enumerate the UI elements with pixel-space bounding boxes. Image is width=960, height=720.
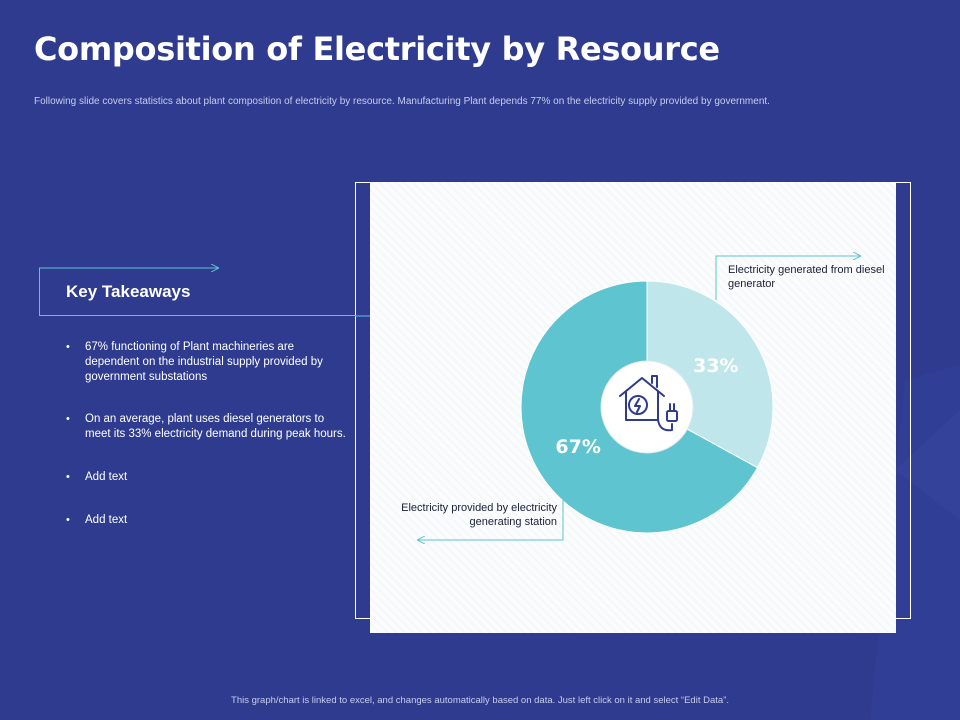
pie-slice-label-0: 33% <box>693 355 738 377</box>
takeaway-item: 67% functioning of Plant machineries are… <box>66 340 346 385</box>
callout-generating-station: Electricity provided by electricity gene… <box>401 502 557 528</box>
takeaway-item: On an average, plant uses diesel generat… <box>66 412 346 442</box>
key-takeaways-heading: Key Takeaways <box>66 282 191 301</box>
page-title: Composition of Electricity by Resource <box>34 30 720 68</box>
key-takeaways-list: 67% functioning of Plant machineries are… <box>66 340 346 528</box>
takeaway-item: Add text <box>66 513 346 528</box>
key-takeaways-box <box>39 268 356 316</box>
callout-diesel-generator: Electricity generated from diesel genera… <box>728 264 885 290</box>
callout-bottom-connector <box>418 500 564 540</box>
house-plug-electricity-icon <box>600 360 694 454</box>
pie-slice-label-1: 67% <box>555 436 600 458</box>
page-subtitle: Following slide covers statistics about … <box>34 96 770 107</box>
footer-note: This graph/chart is linked to excel, and… <box>231 695 729 706</box>
takeaway-item: Add text <box>66 470 346 485</box>
callout-top-connector <box>715 256 860 300</box>
